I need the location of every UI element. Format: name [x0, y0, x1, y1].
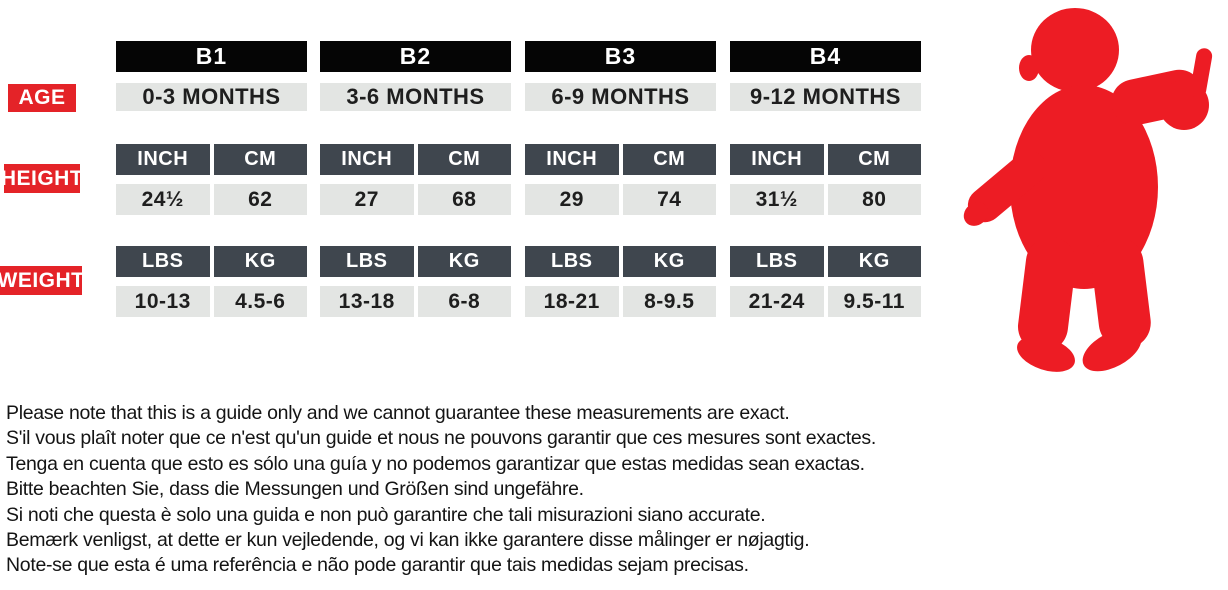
size-code-header: B3 [525, 41, 716, 72]
weight-lbs-value: 18-21 [525, 286, 619, 317]
cm-header-cell: CM [622, 144, 716, 175]
height-inch-value: 27 [320, 184, 414, 215]
age-value-cell: 0-3 MONTHS [116, 83, 307, 111]
weight-value-row: 21-24 9.5-11 [730, 286, 921, 317]
disclaimer-line-da: Bemærk venligst, at dette er kun vejlede… [6, 529, 810, 552]
size-column-b1: B1 0-3 MONTHS INCH CM 24½ 62 LBS KG 10-1… [116, 41, 307, 317]
weight-kg-value: 6-8 [417, 286, 511, 317]
kg-header-cell: KG [827, 246, 921, 277]
weight-value-row: 18-21 8-9.5 [525, 286, 716, 317]
lbs-header-cell: LBS [730, 246, 824, 277]
height-inch-value: 31½ [730, 184, 824, 215]
lbs-header-cell: LBS [116, 246, 210, 277]
disclaimer-text-block: Please note that this is a guide only an… [6, 401, 966, 579]
inch-header-cell: INCH [525, 144, 619, 175]
size-code-header: B1 [116, 41, 307, 72]
weight-unit-header-row: LBS KG [525, 246, 716, 277]
height-unit-header-row: INCH CM [525, 144, 716, 175]
height-cm-value: 80 [827, 184, 921, 215]
weight-lbs-value: 10-13 [116, 286, 210, 317]
height-cm-value: 74 [622, 184, 716, 215]
height-cm-value: 62 [213, 184, 307, 215]
height-unit-header-row: INCH CM [320, 144, 511, 175]
weight-kg-value: 8-9.5 [622, 286, 716, 317]
cm-header-cell: CM [417, 144, 511, 175]
lbs-header-cell: LBS [525, 246, 619, 277]
weight-unit-header-row: LBS KG [320, 246, 511, 277]
weight-kg-value: 4.5-6 [213, 286, 307, 317]
weight-kg-value: 9.5-11 [827, 286, 921, 317]
inch-header-cell: INCH [116, 144, 210, 175]
disclaimer-line-de: Bitte beachten Sie, dass die Messungen u… [6, 478, 584, 501]
age-value-cell: 9-12 MONTHS [730, 83, 921, 111]
size-column-b3: B3 6-9 MONTHS INCH CM 29 74 LBS KG 18-21… [525, 41, 716, 317]
weight-value-row: 10-13 4.5-6 [116, 286, 307, 317]
size-code-header: B4 [730, 41, 921, 72]
weight-row-label: WEIGHT [0, 266, 84, 295]
disclaimer-line-es: Tenga en cuenta que esto es sólo una guí… [6, 452, 865, 475]
weight-lbs-value: 21-24 [730, 286, 824, 317]
height-cm-value: 68 [417, 184, 511, 215]
size-column-b2: B2 3-6 MONTHS INCH CM 27 68 LBS KG 13-18… [320, 41, 511, 317]
age-value-cell: 3-6 MONTHS [320, 83, 511, 111]
height-unit-header-row: INCH CM [730, 144, 921, 175]
disclaimer-line-fr: S'il vous plaît noter que ce n'est qu'un… [6, 427, 876, 450]
height-value-row: 27 68 [320, 184, 511, 215]
cm-header-cell: CM [827, 144, 921, 175]
height-row-label: HEIGHT [1, 164, 83, 193]
height-value-row: 24½ 62 [116, 184, 307, 215]
kg-header-cell: KG [213, 246, 307, 277]
height-value-row: 29 74 [525, 184, 716, 215]
inch-header-cell: INCH [320, 144, 414, 175]
disclaimer-line-en: Please note that this is a guide only an… [6, 402, 790, 424]
weight-unit-header-row: LBS KG [730, 246, 921, 277]
disclaimer-line-pt: Note-se que esta é uma referência e não … [6, 554, 749, 577]
weight-unit-header-row: LBS KG [116, 246, 307, 277]
inch-header-cell: INCH [730, 144, 824, 175]
kg-header-cell: KG [622, 246, 716, 277]
weight-lbs-value: 13-18 [320, 286, 414, 317]
weight-value-row: 13-18 6-8 [320, 286, 511, 317]
age-value-cell: 6-9 MONTHS [525, 83, 716, 111]
disclaimer-line-it: Si noti che questa è solo una guida e no… [6, 503, 766, 526]
age-row-label: AGE [8, 84, 76, 112]
lbs-header-cell: LBS [320, 246, 414, 277]
cm-header-cell: CM [213, 144, 307, 175]
size-column-b4: B4 9-12 MONTHS INCH CM 31½ 80 LBS KG 21-… [730, 41, 921, 317]
height-inch-value: 24½ [116, 184, 210, 215]
size-code-header: B2 [320, 41, 511, 72]
height-inch-value: 29 [525, 184, 619, 215]
height-value-row: 31½ 80 [730, 184, 921, 215]
kg-header-cell: KG [417, 246, 511, 277]
baby-silhouette-icon [962, 2, 1226, 374]
height-unit-header-row: INCH CM [116, 144, 307, 175]
